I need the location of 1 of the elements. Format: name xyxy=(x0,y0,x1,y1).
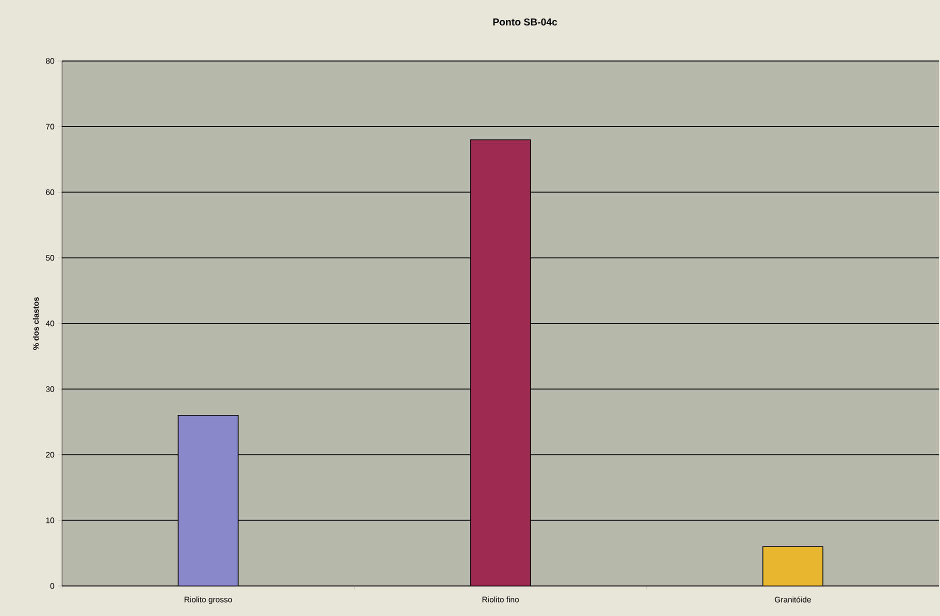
chart-title: Ponto SB-04c xyxy=(493,18,558,26)
